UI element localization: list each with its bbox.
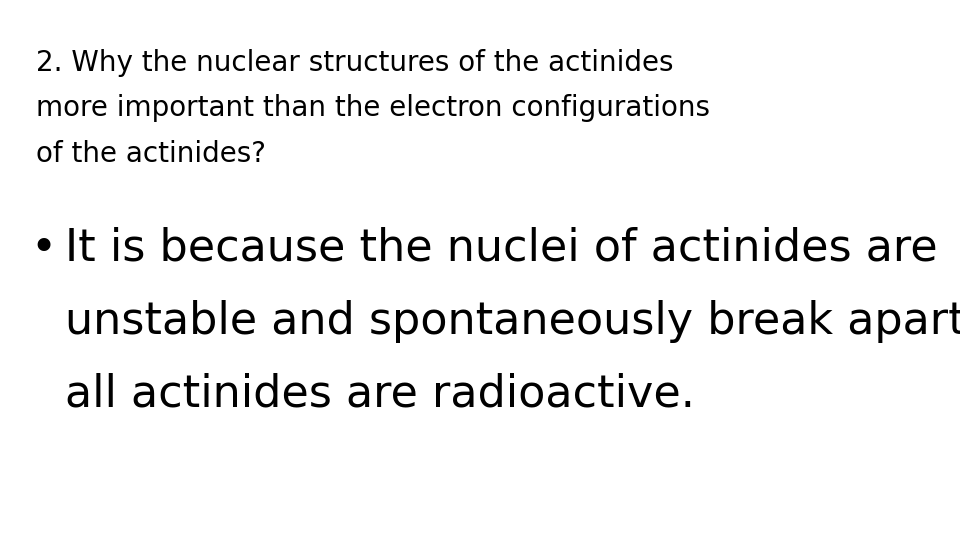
Text: unstable and spontaneously break apart,: unstable and spontaneously break apart, xyxy=(65,300,960,343)
Text: It is because the nuclei of actinides are: It is because the nuclei of actinides ar… xyxy=(65,227,938,270)
Text: of the actinides?: of the actinides? xyxy=(36,140,267,168)
Text: 2. Why the nuclear structures of the actinides: 2. Why the nuclear structures of the act… xyxy=(36,49,674,77)
Text: more important than the electron configurations: more important than the electron configu… xyxy=(36,94,710,123)
Text: •: • xyxy=(31,227,57,270)
Text: all actinides are radioactive.: all actinides are radioactive. xyxy=(65,373,695,416)
